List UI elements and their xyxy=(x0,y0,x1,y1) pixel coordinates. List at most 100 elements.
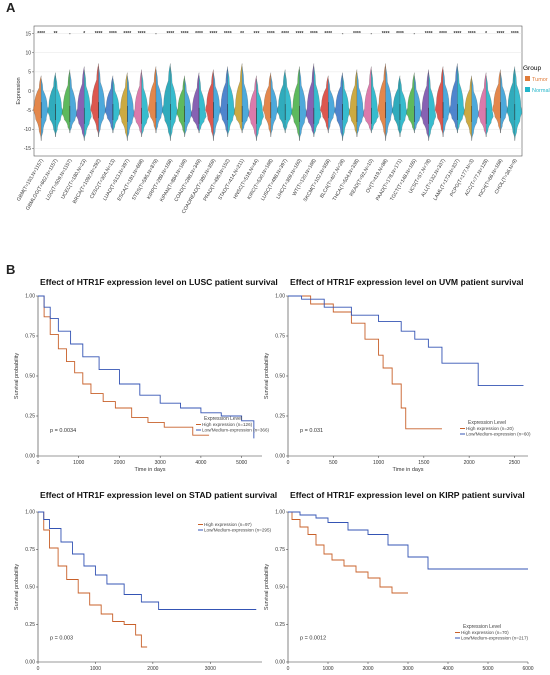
violin-tumor xyxy=(119,72,128,141)
p-value-label: p = 0.003 xyxy=(50,636,73,642)
km-title-kirp: Effect of HTR1F expression level on KIRP… xyxy=(290,490,525,500)
p-value-label: p = 0.0012 xyxy=(300,636,326,642)
violin-tumor xyxy=(348,69,358,137)
violin-y-axis-label: Expression xyxy=(16,77,22,104)
km-curve-low xyxy=(288,295,524,387)
violin-normal xyxy=(385,66,393,141)
x-tick-label: 2500 xyxy=(509,460,520,466)
y-tick-label: 0.50 xyxy=(275,585,285,591)
violin-tumor xyxy=(205,69,214,141)
y-tick-label: 0.75 xyxy=(275,334,285,340)
violin-tumor xyxy=(377,63,386,141)
violin-tumor xyxy=(320,75,329,134)
violin-tumor xyxy=(191,72,200,134)
violin-tumor xyxy=(449,63,458,134)
significance-label: **** xyxy=(109,31,117,37)
significance-label: **** xyxy=(95,31,103,37)
km-curve-high xyxy=(38,511,148,648)
km-legend-entry: Low/Medium-expression (n=295) xyxy=(204,528,271,533)
violin-normal xyxy=(112,78,121,134)
x-axis-label: Time in days xyxy=(393,467,424,473)
legend-entry-normal: Normal xyxy=(532,88,550,94)
y-tick-label: 0.75 xyxy=(25,547,35,553)
violin-normal xyxy=(514,69,523,141)
violin-tumor xyxy=(76,66,85,141)
y-tick-label: 1.00 xyxy=(275,294,285,300)
km-legend-entry: High expression (n=97) xyxy=(204,522,252,527)
y-tick-label: 0.25 xyxy=(25,414,35,420)
significance-label: **** xyxy=(166,31,174,37)
violin-normal xyxy=(342,75,350,141)
y-tick-label: 0.00 xyxy=(25,660,35,666)
y-tick-label: -5 xyxy=(27,108,32,114)
violin-tumor xyxy=(234,63,243,134)
violin-tumor xyxy=(90,63,99,137)
significance-label: ** xyxy=(54,31,58,37)
category-labels: GBM(T=153,N=1157)GBMLGG(T=662,N=1157)LGG… xyxy=(16,158,519,215)
km-legend-entry: High expression (n=70) xyxy=(461,630,509,635)
violin-tumor xyxy=(47,72,56,137)
y-tick-label: 1.00 xyxy=(25,510,35,516)
km-title-stad: Effect of HTR1F expression level on STAD… xyxy=(40,490,277,500)
violin-normal xyxy=(328,78,336,134)
km-plot-lusc: Effect of HTR1F expression level on LUSC… xyxy=(14,277,278,473)
violin-tumor xyxy=(148,66,157,134)
x-tick-label: 4000 xyxy=(442,666,453,670)
violin-normal xyxy=(170,66,178,141)
significance-label: **** xyxy=(138,31,146,37)
x-tick-label: 3000 xyxy=(402,666,413,670)
panel-b-letter: B xyxy=(6,262,15,277)
significance-label: **** xyxy=(454,31,462,37)
violin-normal xyxy=(457,66,465,134)
significance-labels: **** ** - * **** **** **** **** - **** **** **** ***… xyxy=(37,31,518,37)
violin-tumor xyxy=(262,72,271,137)
violin-normal xyxy=(299,69,307,141)
violin-tumor xyxy=(133,69,142,137)
km-legend-entry: High expression (n=20) xyxy=(466,426,514,431)
x-tick-label: 2000 xyxy=(464,460,475,466)
violin-normal xyxy=(98,66,106,137)
violin-grid xyxy=(34,33,522,149)
violin-normal xyxy=(127,75,135,141)
violin-normal xyxy=(41,78,49,141)
violin-normal xyxy=(414,75,422,134)
significance-label: - xyxy=(155,31,157,37)
y-tick-label: 15 xyxy=(25,31,31,37)
km-legend-entry: High expression (n=126) xyxy=(202,422,253,427)
x-tick-label: 1000 xyxy=(373,460,384,466)
violin-normal xyxy=(428,72,436,141)
significance-label: - xyxy=(370,31,372,37)
violin-tumor xyxy=(277,69,286,134)
y-tick-label: 0.00 xyxy=(25,454,35,460)
violin-normal xyxy=(198,75,207,134)
x-tick-label: 1000 xyxy=(73,460,84,466)
significance-label: **** xyxy=(425,31,433,37)
significance-label: **** xyxy=(382,31,390,37)
violin-tumor xyxy=(162,63,171,141)
y-tick-label: -15 xyxy=(24,146,31,152)
y-tick-label: -10 xyxy=(24,127,31,133)
x-tick-label: 4000 xyxy=(195,460,206,466)
legend-swatch-normal xyxy=(525,87,530,92)
y-tick-label: 0.75 xyxy=(275,547,285,553)
violin-normal xyxy=(486,75,494,137)
y-tick-label: 0.50 xyxy=(25,374,35,380)
p-value-label: p = 0.0034 xyxy=(50,428,76,434)
significance-label: **** xyxy=(296,31,304,37)
y-tick-label: 5 xyxy=(28,70,31,76)
violin-normal xyxy=(213,72,221,141)
violin-tumor xyxy=(392,75,401,137)
significance-label: * xyxy=(83,31,85,37)
violin-legend: Group Tumor Normal xyxy=(523,65,550,94)
x-tick-label: 2000 xyxy=(114,460,125,466)
significance-label: - xyxy=(69,31,71,37)
significance-label: *** xyxy=(254,31,260,37)
legend-swatch-tumor xyxy=(525,76,530,81)
violins xyxy=(33,63,523,141)
violin-tumor xyxy=(435,66,444,137)
y-tick-label: 0.50 xyxy=(275,374,285,380)
violin-tumor xyxy=(291,66,300,141)
violin-tumor xyxy=(219,66,228,137)
